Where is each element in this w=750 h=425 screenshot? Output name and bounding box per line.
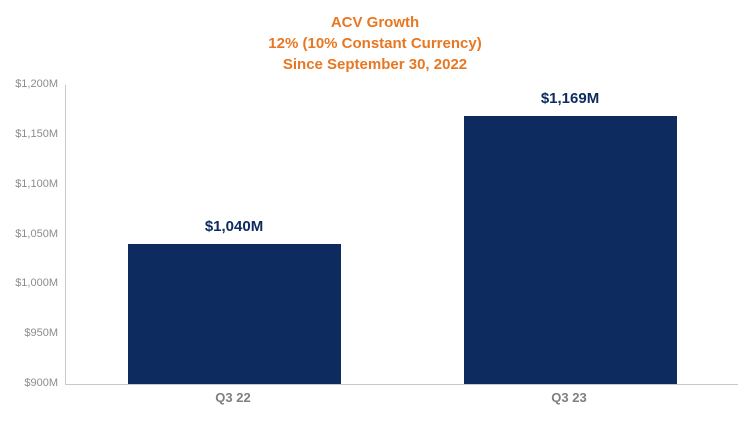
chart-title: ACV Growth 12% (10% Constant Currency) S…: [0, 12, 750, 75]
bar: [128, 244, 341, 384]
y-tick-label: $1,150M: [15, 127, 58, 140]
y-axis: $900M $950M $1,000M $1,050M $1,100M $1,150M $1…: [0, 78, 58, 389]
y-tick-label: $1,200M: [15, 78, 58, 90]
chart-title-line-1: ACV Growth: [330, 14, 420, 31]
x-axis: Q3 22 Q3 23: [65, 390, 737, 414]
bar-value-label: $1,040M: [204, 218, 264, 235]
bar-value-label: $1,169M: [540, 90, 600, 107]
y-tick-label: $1,100M: [15, 177, 58, 190]
bar: [464, 116, 677, 384]
y-tick-label: $1,000M: [15, 277, 58, 290]
chart-title-line-2: 12% (10% Constant Currency): [268, 35, 482, 52]
chart-title-line-3: Since September 30, 2022: [282, 56, 468, 73]
x-tick-label: Q3 23: [551, 390, 587, 405]
plot-area: $1,040M $1,169M: [65, 85, 738, 385]
y-tick-label: $900M: [24, 377, 58, 389]
y-tick-label: $950M: [24, 327, 58, 340]
y-tick-label: $1,050M: [15, 227, 58, 240]
x-tick-label: Q3 22: [215, 390, 251, 405]
